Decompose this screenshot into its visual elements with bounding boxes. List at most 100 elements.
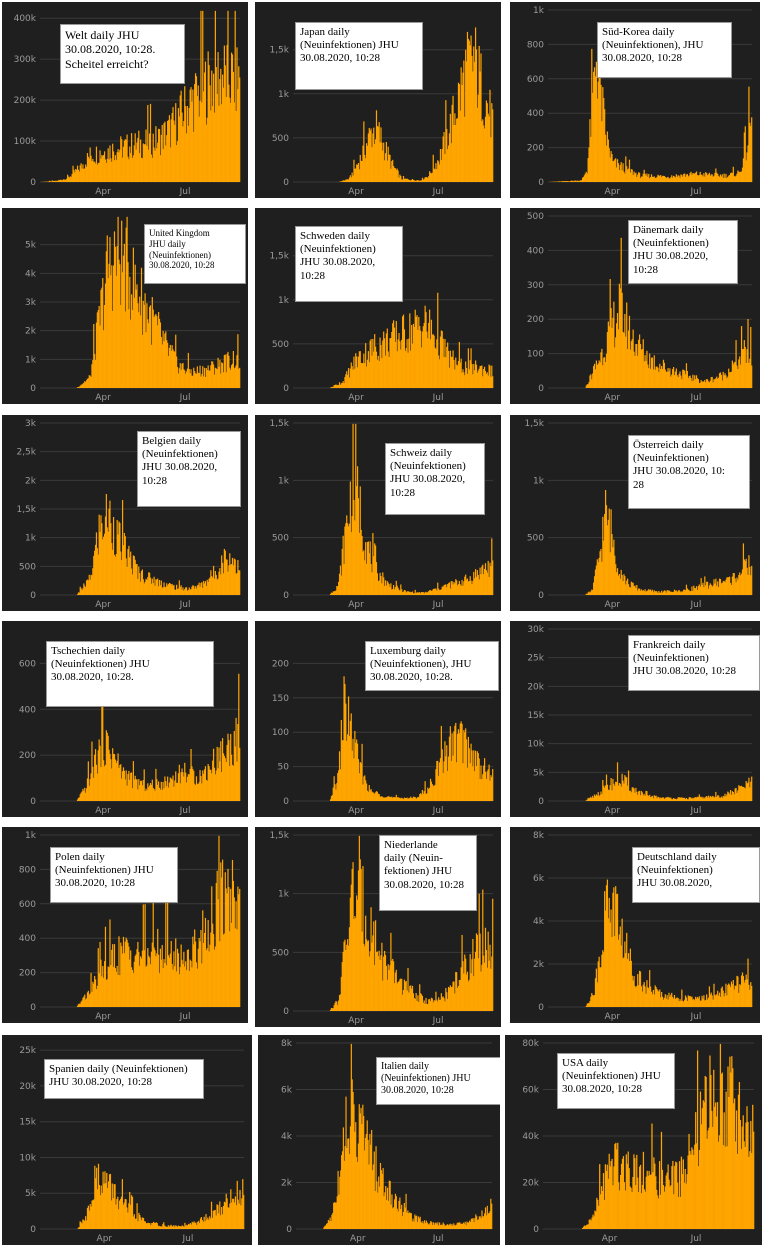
bar <box>342 180 344 182</box>
bar <box>78 1003 80 1007</box>
bar <box>590 136 592 182</box>
bar <box>243 1194 245 1229</box>
bar <box>598 796 600 801</box>
bar <box>682 1159 684 1229</box>
bar <box>427 177 429 182</box>
bar <box>463 730 465 801</box>
bar <box>719 174 722 182</box>
x-tick-label: Apr <box>605 806 621 816</box>
bar <box>111 265 113 388</box>
bar <box>193 770 195 801</box>
bar <box>353 758 355 801</box>
bar <box>176 948 179 1007</box>
bar <box>483 369 485 388</box>
bar <box>400 978 402 1011</box>
bar <box>701 174 703 182</box>
bar <box>446 346 448 388</box>
bar <box>335 590 337 595</box>
bar <box>699 1000 701 1007</box>
x-tick-label: Jul <box>179 806 191 816</box>
bar <box>738 1082 741 1229</box>
bar <box>164 1225 166 1229</box>
bar <box>124 941 126 1007</box>
bar <box>627 348 629 388</box>
bar <box>714 583 716 595</box>
bar <box>156 779 158 801</box>
bar <box>610 909 612 1007</box>
bar <box>465 739 468 801</box>
bar <box>691 798 693 801</box>
bar <box>434 169 436 182</box>
bar <box>349 368 351 388</box>
bar <box>201 783 203 801</box>
bar <box>450 581 452 595</box>
bar <box>356 739 358 801</box>
bar <box>220 574 222 595</box>
bar <box>359 762 361 801</box>
bar <box>203 773 205 801</box>
bar <box>623 574 625 595</box>
bar <box>194 588 196 595</box>
bar <box>348 1138 350 1229</box>
bar <box>680 375 682 388</box>
bar <box>733 175 735 182</box>
bar <box>125 558 127 595</box>
bar <box>486 771 488 801</box>
bar <box>229 97 231 182</box>
bar <box>123 243 125 388</box>
bar <box>228 565 230 595</box>
bar <box>420 793 422 801</box>
bar <box>211 1217 214 1229</box>
bar <box>670 797 672 801</box>
bar <box>652 798 654 801</box>
bar <box>356 895 358 1011</box>
bar <box>470 1218 472 1229</box>
bar <box>103 961 106 1007</box>
bar <box>468 1222 470 1229</box>
bar <box>392 1208 394 1229</box>
bar <box>717 795 719 801</box>
bar <box>568 181 570 182</box>
bar <box>718 373 721 388</box>
chart-panel-japan: 0 500 1k 1,5k Apr Jul Japan daily (Neuinfektio… <box>255 2 501 198</box>
bar <box>341 181 343 182</box>
bar <box>476 1220 479 1229</box>
bar <box>367 940 369 1011</box>
bar <box>224 354 226 388</box>
bar <box>486 1205 488 1229</box>
bar <box>621 1158 624 1229</box>
bar-series <box>548 48 753 183</box>
bar <box>474 951 477 1011</box>
bar <box>398 1200 400 1229</box>
bar <box>601 561 603 595</box>
bar <box>371 791 373 801</box>
bar <box>406 178 408 182</box>
bar <box>120 304 122 388</box>
bar <box>178 368 180 388</box>
bar <box>722 795 724 801</box>
bar <box>191 375 193 388</box>
bar <box>157 784 159 801</box>
bar <box>201 373 203 388</box>
bar <box>454 113 456 182</box>
bar <box>117 216 119 388</box>
bar <box>386 1200 388 1229</box>
bar <box>363 1115 365 1229</box>
bar <box>138 1212 140 1229</box>
bar <box>377 355 379 388</box>
bar <box>704 1000 706 1007</box>
x-tick-label: Jul <box>432 1016 444 1026</box>
bar <box>187 590 189 595</box>
bar <box>660 1131 663 1229</box>
bar <box>697 1166 700 1229</box>
bar <box>149 133 151 182</box>
bar <box>486 372 488 388</box>
bar <box>400 1209 402 1229</box>
bar <box>640 349 643 388</box>
bar <box>124 536 126 595</box>
bar <box>112 1198 114 1229</box>
y-tick-label: 200 <box>272 659 289 669</box>
bar <box>396 168 398 182</box>
bar <box>465 1225 467 1229</box>
bar <box>129 276 131 388</box>
